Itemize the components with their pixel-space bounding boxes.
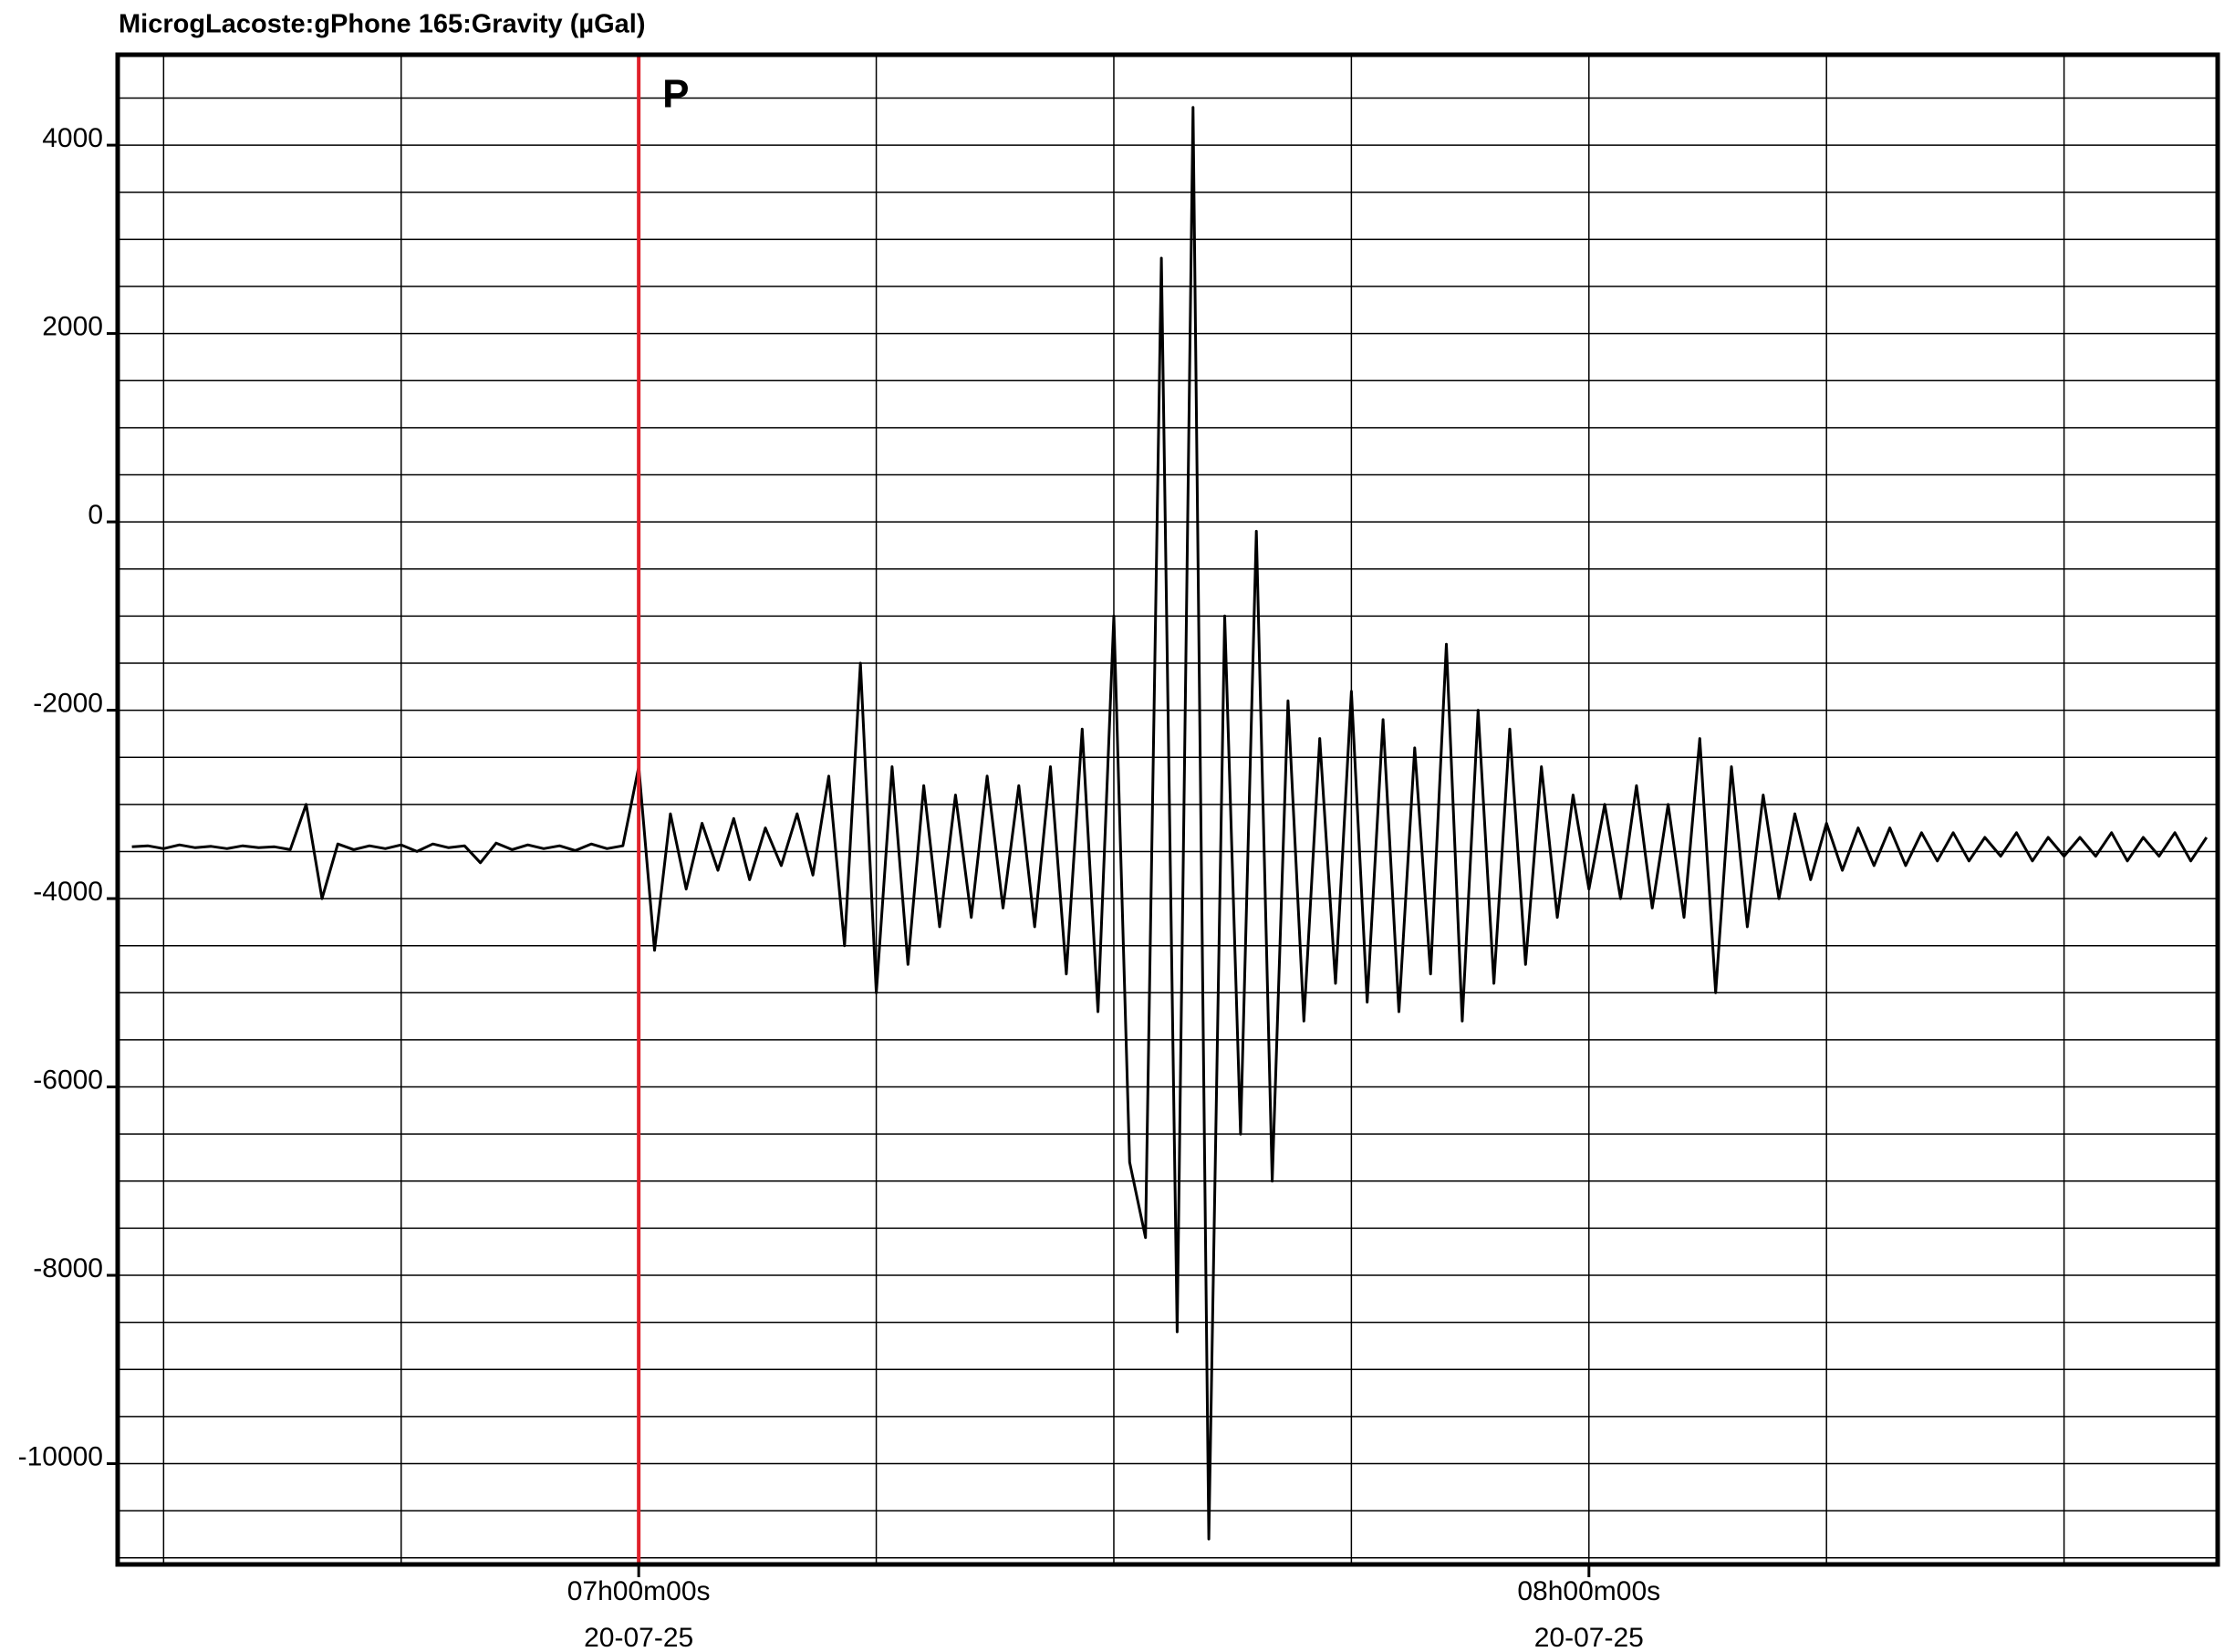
y-tick-label: 4000 [42,123,103,153]
grid [118,55,2218,1564]
seismic-trace [131,106,2209,1541]
plot-frame [115,52,2220,1567]
y-tick-label: -2000 [33,688,103,718]
y-tick-label: 0 [88,500,103,530]
plot-area: P [131,55,2209,1564]
chart-title: MicrogLacoste:gPhone 165:Gravity (µGal) [119,10,646,39]
y-tick-label: -6000 [33,1065,103,1095]
x-tick-label: 07h00m00s [567,1576,711,1606]
y-tick-label: -8000 [33,1253,103,1283]
y-tick-label: -4000 [33,877,103,907]
x-tick-date: 20-07-25 [584,1623,693,1652]
p-arrival-label: P [662,72,689,117]
y-tick-label: -10000 [18,1441,103,1471]
y-tick-label: 2000 [42,312,103,342]
x-tick-label: 08h00m00s [1517,1576,1660,1606]
x-tick-date: 20-07-25 [1534,1623,1644,1652]
